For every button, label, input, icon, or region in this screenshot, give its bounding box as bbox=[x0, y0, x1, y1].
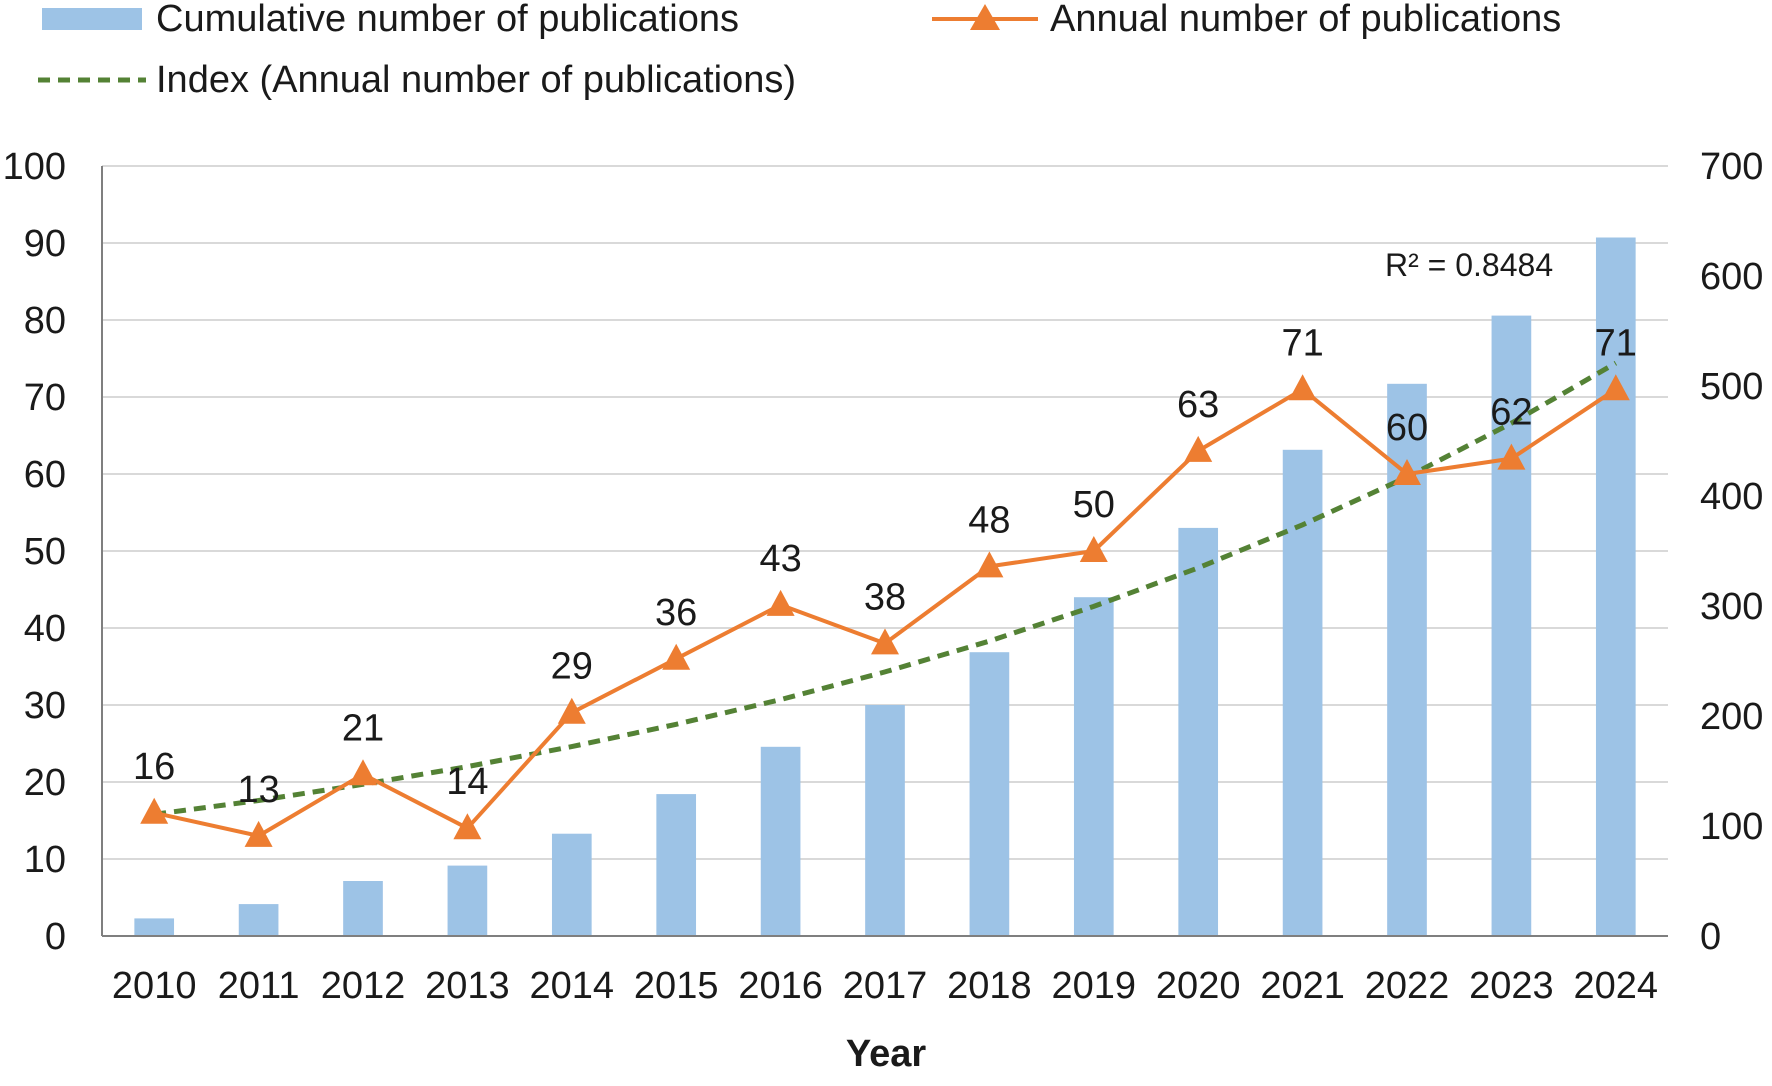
bar-cumulative bbox=[134, 918, 175, 936]
x-tick-label: 2020 bbox=[1156, 965, 1241, 1007]
point-annual bbox=[871, 628, 899, 655]
point-annual bbox=[766, 589, 795, 616]
bar-cumulative bbox=[238, 904, 279, 936]
data-label-annual: 71 bbox=[1595, 322, 1637, 364]
point-annual bbox=[1288, 374, 1317, 401]
data-label-annual: 36 bbox=[655, 592, 697, 634]
trendline bbox=[153, 360, 1618, 817]
bars bbox=[134, 237, 1636, 937]
data-label-annual: 13 bbox=[237, 769, 279, 811]
right-tick-label: 700 bbox=[1700, 146, 1763, 188]
left-axis-ticks: 0 10 20 30 40 50 60 70 80 90 100 bbox=[3, 146, 66, 958]
data-label-annual: 43 bbox=[759, 538, 801, 580]
legend-label-annual: Annual number of publications bbox=[1050, 0, 1561, 40]
left-tick-label: 80 bbox=[24, 300, 66, 342]
data-label-annual: 60 bbox=[1386, 407, 1428, 449]
point-annual bbox=[244, 820, 273, 847]
bar-cumulative bbox=[1491, 315, 1532, 937]
bar-cumulative bbox=[760, 746, 801, 936]
right-tick-label: 400 bbox=[1700, 476, 1763, 518]
bar-cumulative bbox=[1595, 237, 1636, 936]
left-tick-label: 40 bbox=[24, 608, 66, 650]
bar-cumulative bbox=[1282, 449, 1323, 936]
data-label-annual: 16 bbox=[133, 746, 175, 788]
data-label-annual: 63 bbox=[1177, 384, 1219, 426]
x-tick-label: 2019 bbox=[1052, 965, 1137, 1007]
x-tick-label: 2014 bbox=[530, 965, 615, 1007]
legend-marker-annual bbox=[970, 4, 1000, 30]
x-axis-ticks: 2010 2011 2012 2013 2014 2015 2016 2017 2018 2019… bbox=[112, 965, 1658, 1007]
point-annual bbox=[1497, 443, 1526, 470]
point-annual bbox=[1393, 459, 1421, 485]
bar-cumulative bbox=[447, 865, 488, 936]
data-label-annual: 50 bbox=[1073, 484, 1115, 526]
x-tick-label: 2022 bbox=[1365, 965, 1450, 1007]
point-annual bbox=[1184, 435, 1213, 462]
x-tick-label: 2021 bbox=[1260, 965, 1345, 1007]
right-axis-ticks: 0 100 200 300 400 500 600 700 bbox=[1700, 146, 1763, 958]
legend-label-index: Index (Annual number of publications) bbox=[156, 59, 796, 101]
x-tick-label: 2018 bbox=[947, 965, 1032, 1007]
x-axis-title: Year bbox=[846, 1033, 927, 1075]
bar-cumulative bbox=[656, 794, 697, 936]
data-label-annual: 62 bbox=[1490, 392, 1532, 434]
bar-cumulative bbox=[343, 881, 383, 936]
legend-swatch-cumulative bbox=[42, 8, 142, 30]
r-squared-annotation: R² = 0.8484 bbox=[1385, 247, 1553, 283]
x-tick-label: 2011 bbox=[218, 965, 300, 1007]
left-tick-label: 90 bbox=[24, 223, 66, 265]
x-tick-label: 2012 bbox=[321, 965, 406, 1007]
data-label-annual: 21 bbox=[342, 707, 384, 749]
x-tick-label: 2023 bbox=[1469, 965, 1554, 1007]
point-annual bbox=[140, 797, 169, 824]
bar-cumulative bbox=[865, 705, 905, 936]
data-label-annual: 71 bbox=[1281, 322, 1323, 364]
left-tick-label: 20 bbox=[24, 762, 66, 804]
point-annual bbox=[1601, 374, 1630, 401]
x-tick-label: 2010 bbox=[112, 965, 197, 1007]
left-tick-label: 0 bbox=[45, 916, 66, 958]
right-tick-label: 0 bbox=[1700, 916, 1721, 958]
bar-cumulative bbox=[551, 833, 592, 936]
right-tick-label: 600 bbox=[1700, 256, 1763, 298]
data-label-annual: 29 bbox=[551, 646, 593, 688]
x-tick-label: 2015 bbox=[634, 965, 719, 1007]
bar-cumulative bbox=[1073, 597, 1114, 936]
point-annual bbox=[349, 759, 377, 786]
bar-cumulative bbox=[969, 652, 1010, 936]
legend: Cumulative number of publications Annual… bbox=[38, 0, 1561, 101]
left-tick-label: 100 bbox=[3, 146, 66, 188]
annual-line bbox=[140, 374, 1630, 847]
bar-cumulative bbox=[1178, 527, 1219, 936]
x-tick-label: 2024 bbox=[1574, 965, 1659, 1007]
x-tick-label: 2013 bbox=[425, 965, 510, 1007]
data-labels: 16 13 21 14 29 36 43 38 48 50 63 71 60 62 71 bbox=[133, 322, 1637, 811]
point-annual bbox=[453, 813, 482, 840]
data-label-annual: 38 bbox=[864, 576, 906, 618]
left-tick-label: 10 bbox=[24, 839, 66, 881]
point-annual bbox=[1079, 536, 1108, 562]
axes bbox=[101, 166, 1668, 937]
right-tick-label: 500 bbox=[1700, 366, 1763, 408]
point-annual bbox=[975, 551, 1004, 578]
x-tick-label: 2017 bbox=[843, 965, 928, 1007]
legend-label-cumulative: Cumulative number of publications bbox=[156, 0, 739, 40]
left-tick-label: 60 bbox=[24, 454, 66, 496]
trendline-index bbox=[153, 360, 1618, 817]
x-tick-label: 2016 bbox=[738, 965, 823, 1007]
right-tick-label: 100 bbox=[1700, 806, 1763, 848]
data-label-annual: 48 bbox=[968, 499, 1010, 541]
data-label-annual: 14 bbox=[446, 761, 488, 803]
left-tick-label: 70 bbox=[24, 377, 66, 419]
point-annual bbox=[662, 643, 691, 670]
right-tick-label: 200 bbox=[1700, 696, 1763, 738]
left-tick-label: 30 bbox=[24, 685, 66, 727]
point-annual bbox=[557, 697, 586, 724]
left-tick-label: 50 bbox=[24, 531, 66, 573]
right-tick-label: 300 bbox=[1700, 586, 1763, 628]
